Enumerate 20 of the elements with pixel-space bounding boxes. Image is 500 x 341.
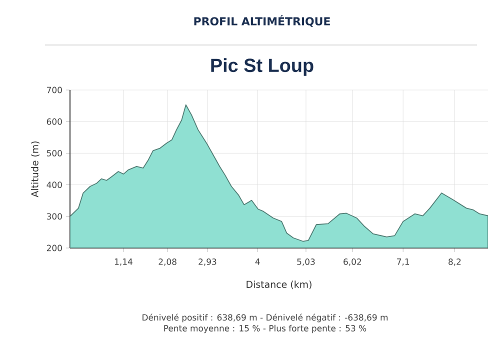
x-tick-label: 2,08 <box>158 258 176 266</box>
x-axis-title: Distance (km) <box>246 280 312 290</box>
x-tick-label: 2,93 <box>198 258 216 266</box>
text: Dénivelé positif : 638,69 m - Dénivelé négatif : -638,69 m <box>142 314 388 322</box>
x-tick-label: 6,02 <box>344 258 362 266</box>
chart-title: PROFIL ALTIMÉTRIQUE <box>194 15 330 27</box>
y-tick-label: 700 <box>47 86 62 94</box>
text: Pente moyenne : 15 % - Plus forte pente : 53 % <box>164 324 366 334</box>
x-tick-label: 5,03 <box>297 258 315 266</box>
x-tick-label: 1,14 <box>115 258 132 266</box>
y-axis-title: Altitude (m) <box>31 142 40 198</box>
x-tick-label: 8,2 <box>448 258 461 266</box>
y-tick-label: 300 <box>46 213 62 220</box>
x-tick-label: 7,1 <box>397 258 410 266</box>
y-tick-label: 400 <box>46 182 62 188</box>
chart-subtitle: Pic St Loup <box>211 58 314 76</box>
y-tick-label: 500 <box>46 150 62 156</box>
y-tick-label: 200 <box>46 244 62 252</box>
x-tick-label: 4 <box>255 258 260 265</box>
y-tick-label: 600 <box>46 118 62 125</box>
